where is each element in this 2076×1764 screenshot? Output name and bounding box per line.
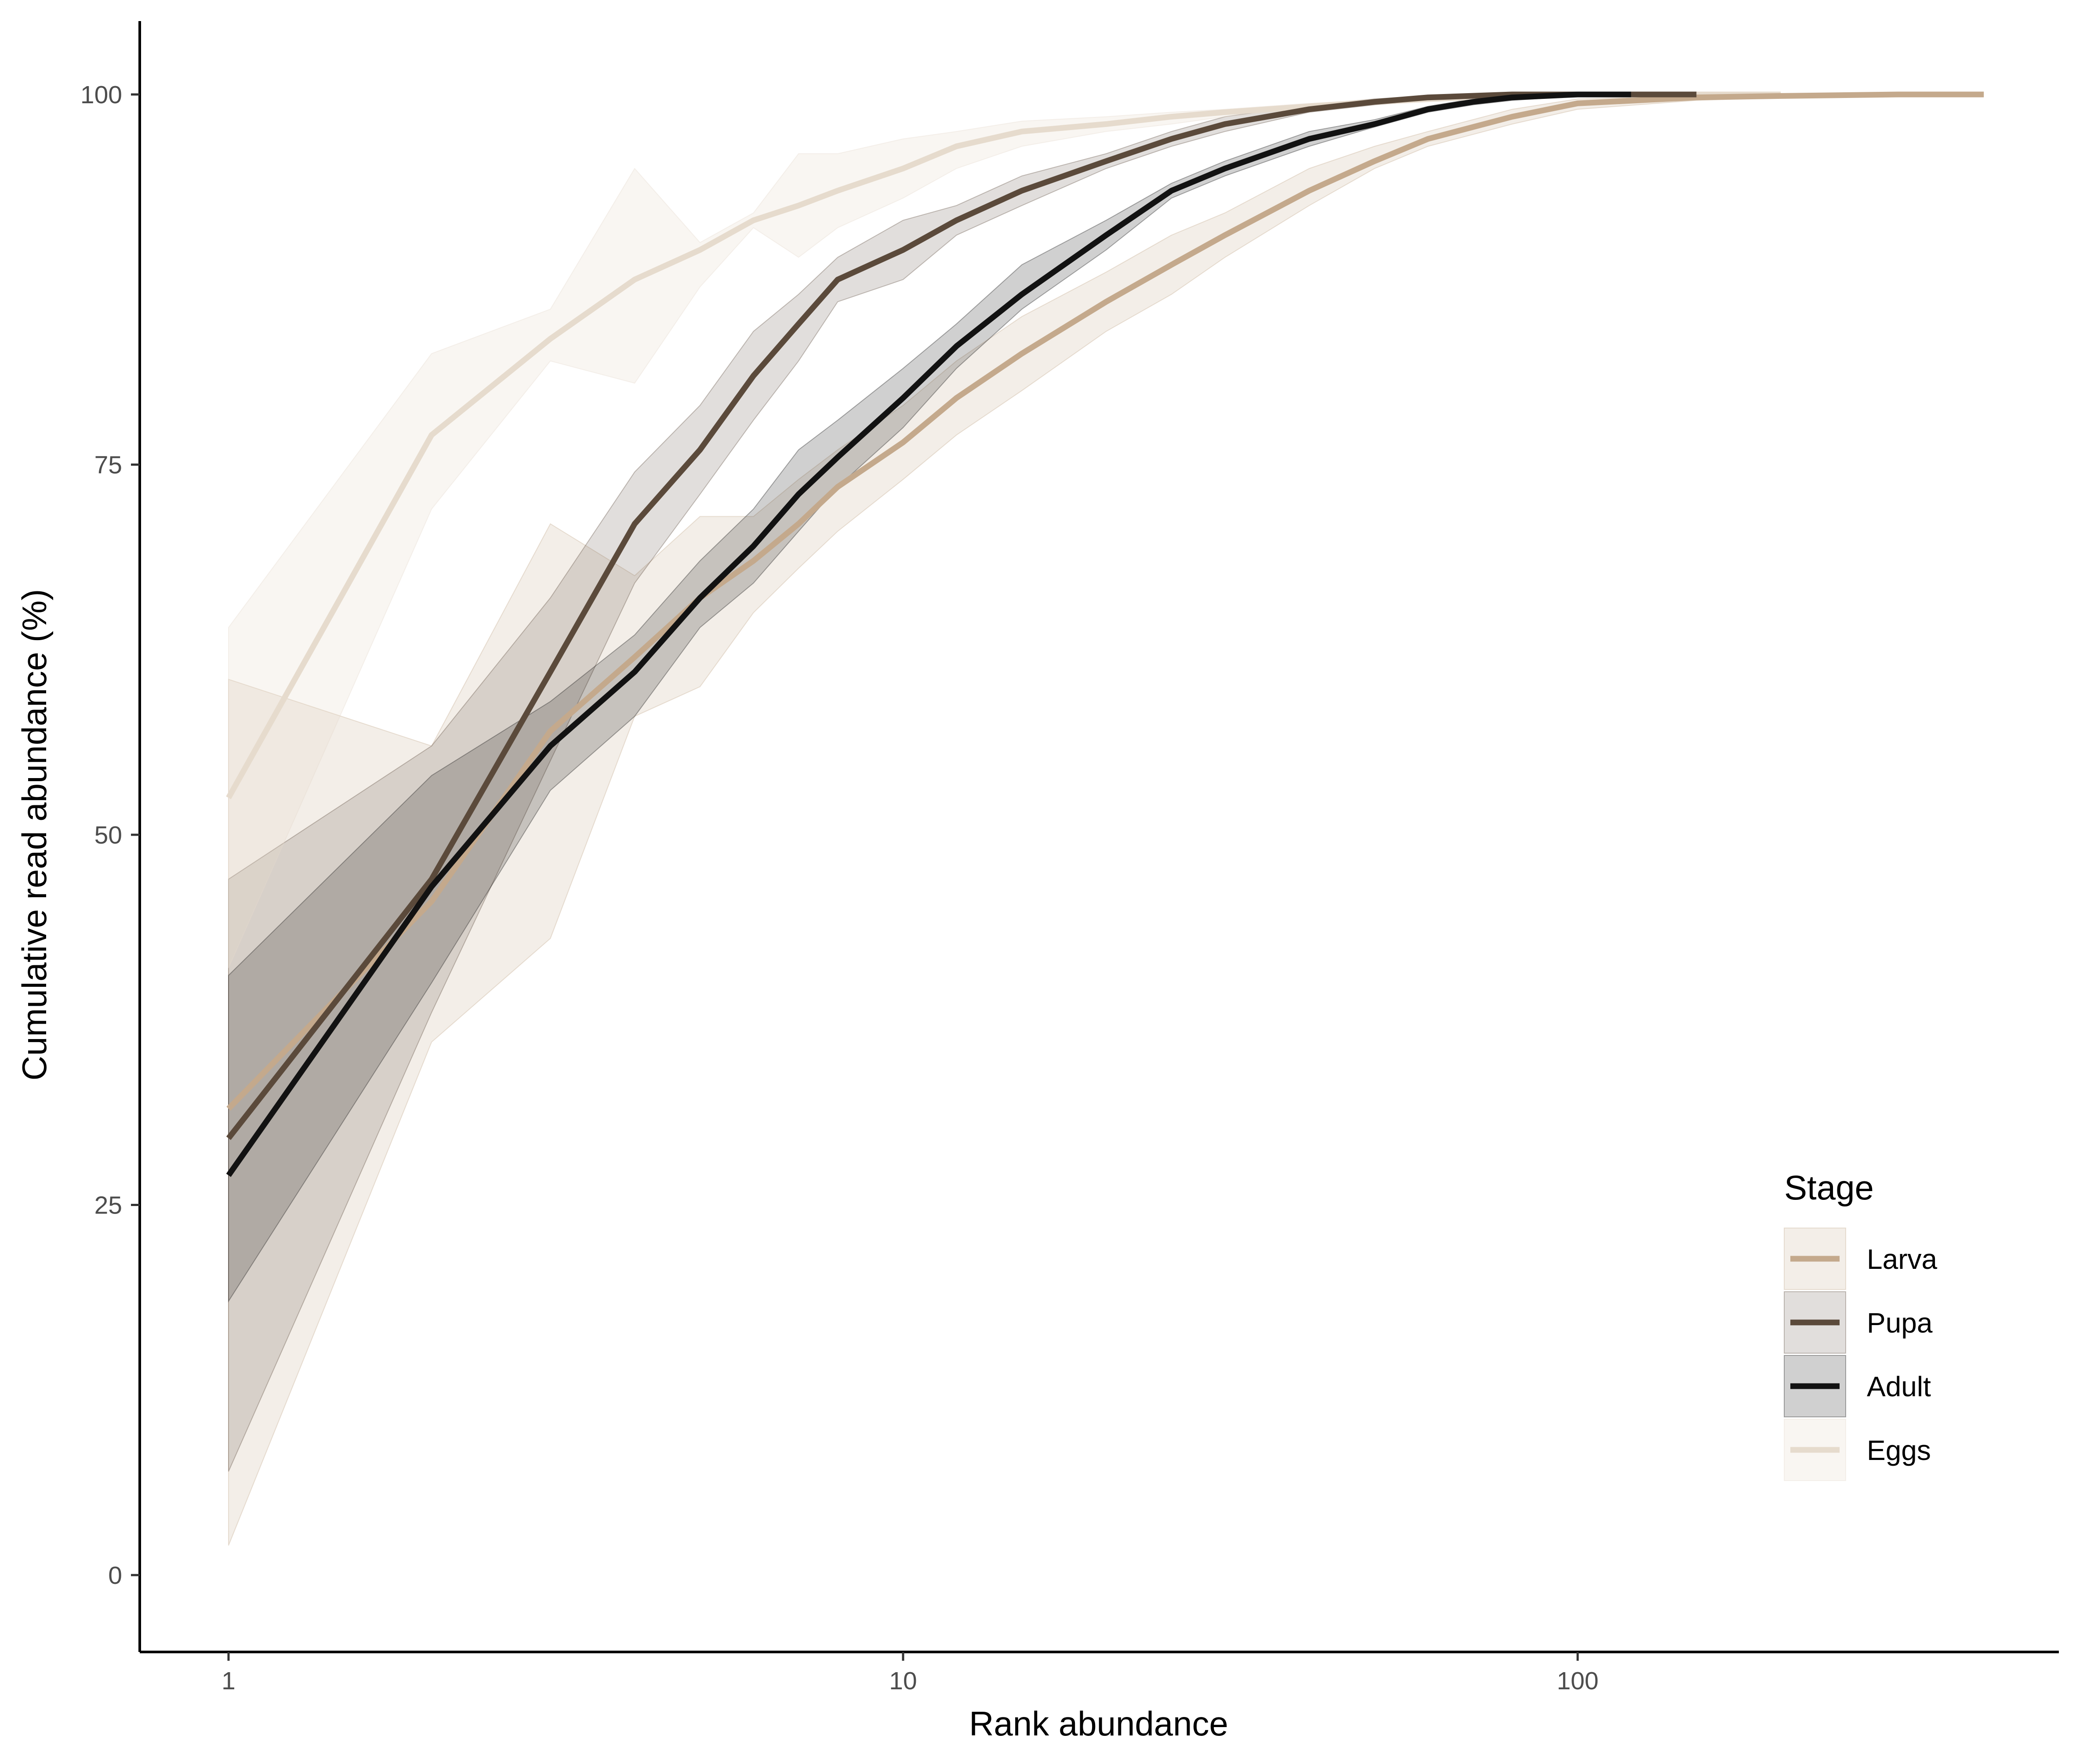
y-tick-label: 100 bbox=[80, 81, 122, 109]
legend-item-pupa: Pupa bbox=[1784, 1291, 1933, 1354]
legend-title: Stage bbox=[1784, 1168, 1874, 1207]
x-axis-title: Rank abundance bbox=[969, 1704, 1228, 1743]
y-tick-label: 50 bbox=[94, 821, 122, 849]
y-tick-label: 0 bbox=[108, 1561, 122, 1590]
series-lines bbox=[226, 91, 1984, 1177]
y-tick-label: 75 bbox=[94, 451, 122, 479]
pupa-line bbox=[226, 91, 1697, 1140]
legend-item-adult: Adult bbox=[1784, 1355, 1931, 1417]
larva-line bbox=[226, 91, 1984, 1111]
x-tick-label: 10 bbox=[889, 1667, 917, 1695]
legend-label: Larva bbox=[1867, 1243, 1938, 1275]
y-axis-ticks: 0 25 50 75 100 bbox=[80, 81, 140, 1590]
x-axis-ticks: 1 10 100 bbox=[221, 1652, 1599, 1695]
x-tick-label: 100 bbox=[1557, 1667, 1598, 1695]
adult-line bbox=[226, 91, 1631, 1177]
legend: Stage Larva Pupa Adult Eggs bbox=[1784, 1168, 1938, 1481]
x-tick-label: 1 bbox=[221, 1667, 236, 1695]
legend-label: Pupa bbox=[1867, 1307, 1933, 1339]
y-axis-title: Cumulative read abundance (%) bbox=[15, 589, 54, 1081]
legend-item-eggs: Eggs bbox=[1784, 1419, 1931, 1481]
legend-label: Eggs bbox=[1867, 1434, 1931, 1466]
legend-label: Adult bbox=[1867, 1371, 1931, 1402]
legend-item-larva: Larva bbox=[1784, 1228, 1938, 1290]
y-tick-label: 25 bbox=[94, 1192, 122, 1220]
